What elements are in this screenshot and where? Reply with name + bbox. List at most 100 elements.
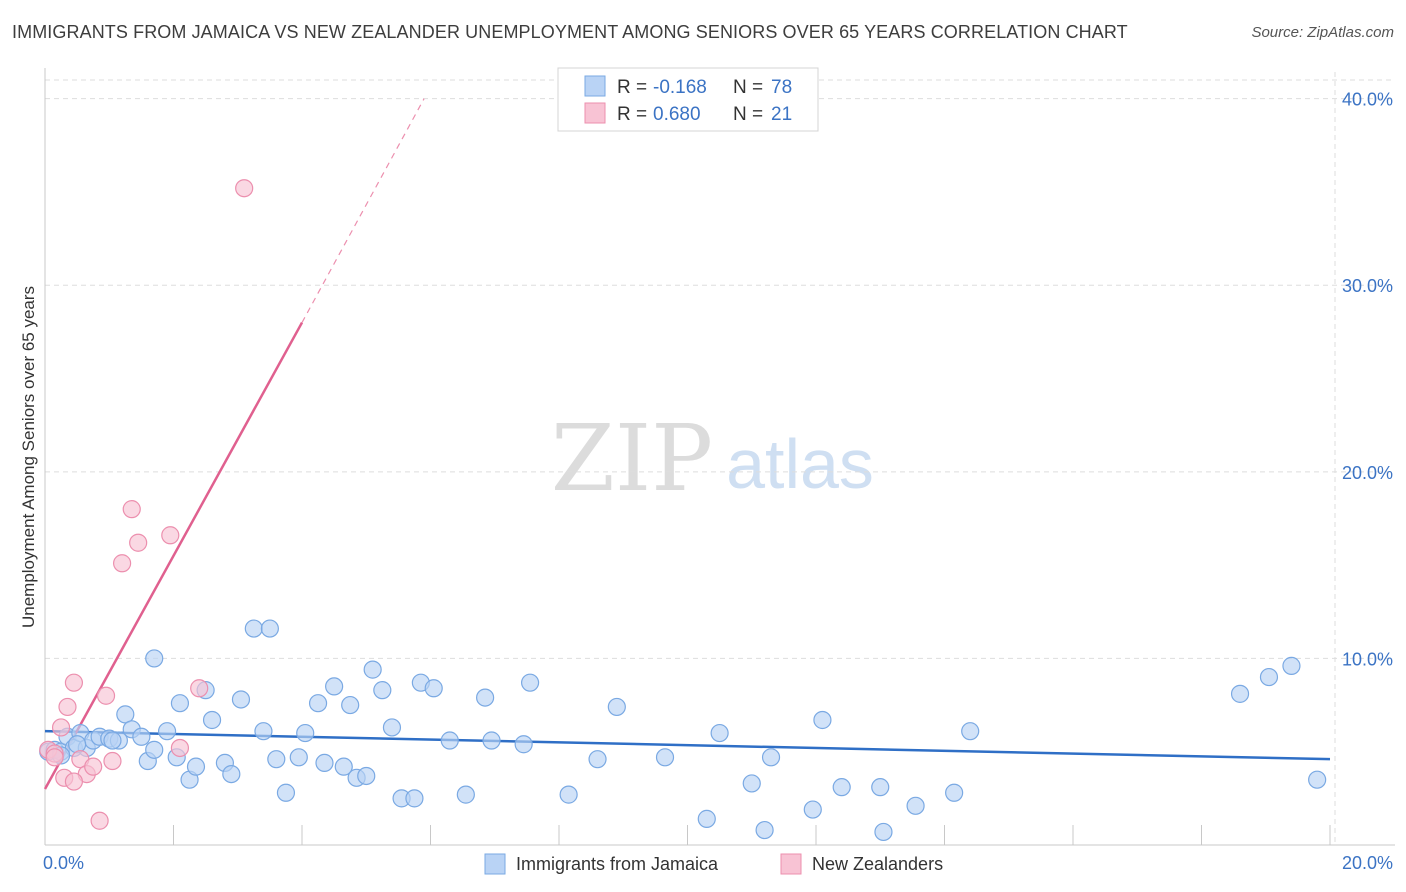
chart-source: Source: ZipAtlas.com: [1251, 24, 1394, 41]
x-tick-label-0: 0.0%: [43, 853, 84, 873]
jamaica-point-23: [202, 710, 222, 730]
jamaica-point-54: [559, 785, 578, 804]
nz-point-16: [190, 679, 209, 698]
tick-labels: 10.0% 20.0% 30.0% 40.0% 0.0% 20.0%: [43, 90, 1393, 873]
y-axis-title: Unemployment Among Seniors over 65 years: [19, 286, 38, 628]
jamaica-point-41: [363, 660, 382, 679]
y-tick-label-3: 40.0%: [1342, 90, 1393, 110]
jamaica-point-42: [373, 681, 392, 700]
jamaica-trend-line: [44, 729, 1331, 761]
jamaica-point-76: [68, 735, 87, 754]
jamaica-point-55: [588, 750, 607, 769]
jamaica-point-51: [482, 731, 501, 750]
legend-n-value-2: 21: [771, 104, 792, 125]
y-tick-label-2: 30.0%: [1342, 276, 1393, 296]
grid-lines: [45, 72, 1395, 845]
jamaica-point-33: [296, 723, 315, 743]
jamaica-point-65: [832, 778, 851, 797]
jamaica-point-60: [742, 774, 761, 793]
legend-swatch-blue: [584, 75, 606, 97]
jamaica-point-50: [476, 688, 495, 707]
jamaica-point-49: [456, 785, 475, 804]
nz-point-15: [170, 738, 190, 758]
watermark-zip: ZIP: [551, 405, 713, 512]
jamaica-point-32: [289, 748, 308, 767]
jamaica-point-72: [1259, 667, 1279, 687]
nz-trend-extension: [301, 98, 425, 323]
bottom-legend-label-nz: New Zealanders: [812, 854, 943, 874]
y-tick-label-1: 20.0%: [1342, 463, 1393, 483]
jamaica-point-48: [440, 731, 459, 750]
x-tick-label-1: 20.0%: [1342, 853, 1393, 873]
jamaica-point-31: [276, 783, 296, 802]
legend-n-label-1: N =: [733, 77, 763, 98]
jamaica-point-30: [267, 750, 286, 769]
legend-r-label-1: R =: [617, 77, 647, 98]
jamaica-point-28: [260, 619, 279, 638]
jamaica-point-58: [697, 809, 716, 828]
jamaica-point-40: [357, 766, 376, 786]
nz-point-2: [51, 718, 71, 737]
jamaica-point-34: [308, 694, 328, 713]
jamaica-point-68: [906, 796, 925, 815]
nz-point-11: [112, 554, 132, 573]
jamaica-point-35: [315, 753, 334, 773]
jamaica-point-70: [961, 722, 980, 741]
jamaica-point-67: [871, 778, 890, 797]
bottom-legend-swatch-pink: [780, 853, 802, 875]
legend-r-value-1: -0.168: [653, 77, 707, 98]
nz-point-17: [235, 179, 254, 198]
jamaica-point-74: [1308, 770, 1327, 789]
jamaica-point-36: [325, 677, 344, 696]
y-tick-label-0: 10.0%: [1342, 649, 1393, 669]
jamaica-point-38: [341, 695, 360, 715]
correlation-legend: R = -0.168 N = 78 R = 0.680 N = 21: [557, 67, 819, 132]
series-legend: Immigrants from Jamaica New Zealanders: [484, 853, 943, 875]
jamaica-point-69: [945, 783, 964, 802]
jamaica-point-25: [222, 764, 241, 784]
jamaica-point-66: [874, 822, 893, 842]
jamaica-point-77: [103, 731, 122, 750]
jamaica-point-15: [145, 740, 164, 759]
jamaica-point-37: [334, 757, 353, 776]
jamaica-point-73: [1282, 656, 1301, 675]
jamaica-point-57: [655, 748, 675, 767]
jamaica-point-29: [254, 722, 273, 741]
jamaica-point-21: [186, 757, 206, 776]
jamaica-point-19: [170, 694, 190, 713]
nz-point-7: [84, 757, 103, 776]
data-points: [39, 179, 1327, 842]
axes: [44, 68, 1395, 846]
jamaica-point-47: [424, 679, 443, 698]
nz-point-20: [45, 748, 64, 767]
bottom-legend-label-jamaica: Immigrants from Jamaica: [516, 854, 719, 874]
jamaica-point-17: [157, 722, 177, 741]
jamaica-point-52: [514, 735, 533, 754]
watermark-atlas: atlas: [726, 425, 874, 503]
bottom-legend-swatch-blue: [484, 853, 506, 875]
nz-point-9: [96, 686, 116, 705]
jamaica-point-53: [520, 673, 540, 692]
nz-point-19: [64, 772, 84, 791]
jamaica-point-27: [244, 619, 263, 638]
jamaica-point-61: [755, 820, 774, 840]
jamaica-point-43: [382, 718, 402, 737]
jamaica-point-13: [132, 727, 151, 746]
legend-n-label-2: N =: [733, 104, 763, 125]
chart-title: IMMIGRANTS FROM JAMAICA VS NEW ZEALANDER…: [12, 22, 1128, 42]
jamaica-point-63: [803, 800, 822, 819]
legend-r-label-2: R =: [617, 104, 647, 125]
jamaica-point-64: [813, 710, 832, 730]
nz-point-3: [58, 697, 77, 717]
nz-trend-line: [43, 321, 304, 790]
nz-point-13: [129, 533, 148, 552]
nz-point-14: [161, 526, 180, 545]
jamaica-point-59: [710, 723, 729, 743]
nz-point-10: [103, 751, 122, 771]
jamaica-point-56: [607, 697, 626, 717]
legend-swatch-pink: [584, 102, 606, 124]
jamaica-point-45: [405, 789, 424, 808]
jamaica-point-62: [761, 748, 781, 767]
nz-point-8: [90, 811, 109, 830]
